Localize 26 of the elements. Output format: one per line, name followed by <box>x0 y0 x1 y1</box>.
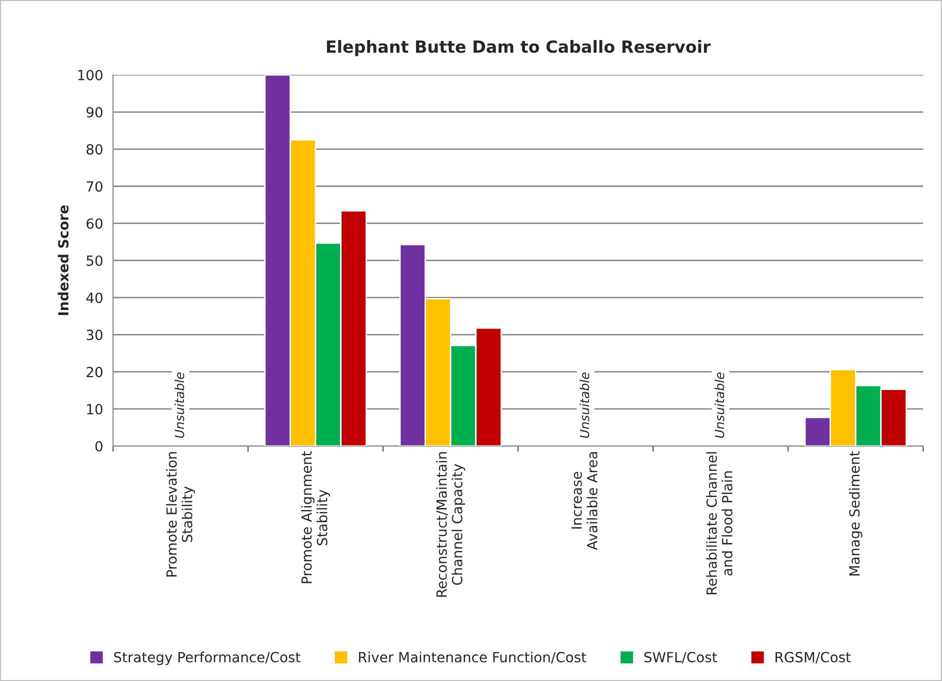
legend-label: SWFL/Cost <box>644 652 717 664</box>
y-tick-label: 40 <box>86 292 102 304</box>
annotation: Unsuitable <box>580 372 590 438</box>
y-axis-title: Indexed Score <box>58 205 69 316</box>
annotation: Unsuitable <box>714 372 724 438</box>
legend-label: Strategy Performance/Cost <box>114 652 300 666</box>
y-tick-label: 60 <box>86 218 102 229</box>
annotation: Unsuitable <box>174 372 184 438</box>
x-tick-label: Rehabilitate Channel and Flood Plain <box>706 452 732 594</box>
x-tick-label: Promote Elevation Stability <box>166 452 196 577</box>
x-tick-label: Promote Alignment Stability <box>301 451 330 584</box>
y-tick-label: 100 <box>78 70 102 80</box>
x-tick-label: Increase Available Area <box>572 452 598 550</box>
chart-title: Elephant Butte Dam to Caballo Reservoir <box>326 40 711 56</box>
legend-label: RGSM/Cost <box>776 652 851 664</box>
y-tick-label: 20 <box>86 366 102 378</box>
x-tick-label: Manage Sediment <box>848 451 862 576</box>
y-tick-label: 50 <box>86 255 102 266</box>
y-tick-label: 10 <box>87 404 102 414</box>
y-tick-label: 90 <box>86 106 102 118</box>
y-tick-label: 80 <box>86 144 102 155</box>
y-tick-label: 70 <box>86 181 102 192</box>
y-tick-label: 30 <box>86 330 102 340</box>
legend-label: River Maintenance Function/Cost <box>359 652 586 664</box>
x-tick-label: Reconstruct/Maintain Channel Capacity <box>436 452 466 597</box>
y-tick-label: 0 <box>95 441 102 452</box>
